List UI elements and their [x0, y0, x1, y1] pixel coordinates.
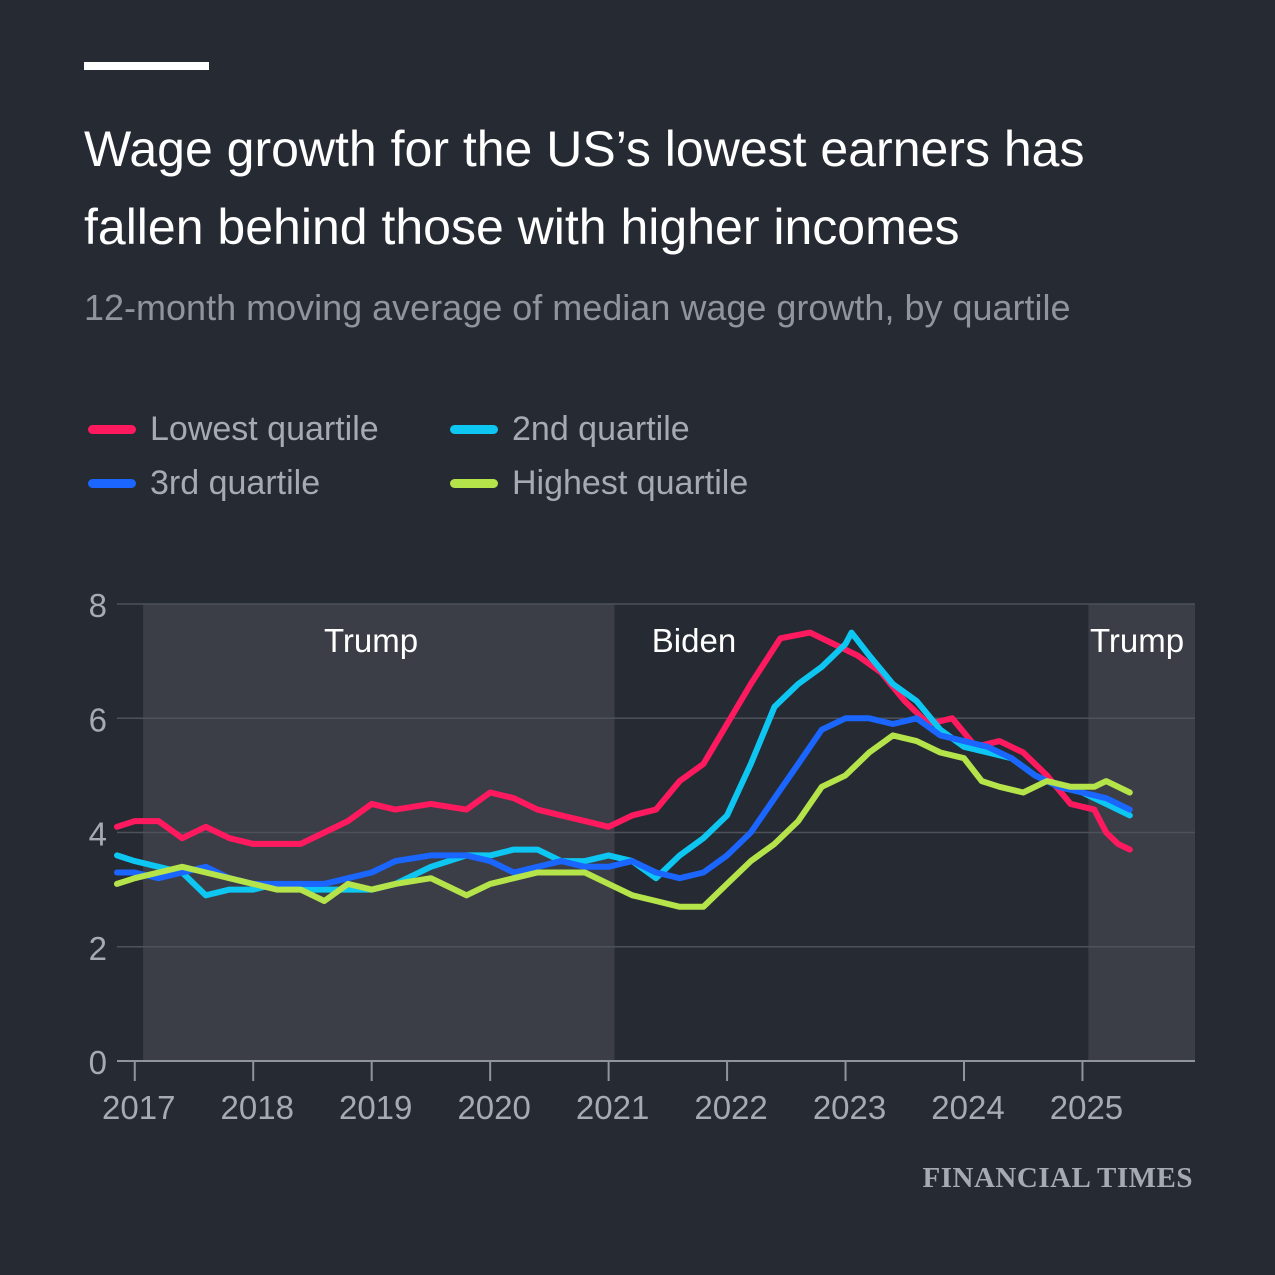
x-tick-label: 2025 — [1050, 1089, 1123, 1126]
top-rule — [84, 62, 209, 70]
period-label: Trump — [324, 622, 418, 659]
legend-label-highest: Highest quartile — [512, 464, 749, 502]
series-line-3 — [114, 732, 1133, 910]
legend-label-3rd: 3rd quartile — [150, 464, 321, 502]
legend-swatch-highest — [450, 479, 498, 488]
period-label: Trump — [1090, 622, 1184, 659]
y-tick-label: 0 — [89, 1044, 107, 1081]
legend-item-3rd: 3rd quartile — [88, 464, 320, 503]
x-tick-label: 2018 — [221, 1089, 294, 1126]
chart-title: Wage growth for the US’s lowest earners … — [84, 121, 1085, 255]
x-tick-label: 2020 — [457, 1089, 530, 1126]
x-tick-label: 2023 — [813, 1089, 886, 1126]
legend-item-2nd: 2nd quartile — [450, 410, 690, 449]
x-tick-label: 2019 — [339, 1089, 412, 1126]
x-tick-label: 2022 — [694, 1089, 767, 1126]
y-tick-label: 4 — [89, 816, 107, 853]
legend-label-lowest: Lowest quartile — [150, 410, 379, 448]
legend: Lowest quartile 2nd quartile 3rd quartil… — [88, 410, 848, 520]
x-tick-label: 2024 — [931, 1089, 1004, 1126]
chart-subtitle: 12-month moving average of median wage g… — [84, 287, 1071, 328]
period-label: Biden — [652, 622, 736, 659]
legend-item-highest: Highest quartile — [450, 464, 748, 503]
x-tick-label: 2021 — [576, 1089, 649, 1126]
y-tick-label: 6 — [89, 701, 107, 738]
brand-wordmark: FINANCIAL TIMES — [922, 1162, 1193, 1194]
y-tick-label: 8 — [89, 587, 107, 624]
legend-swatch-lowest — [88, 425, 136, 434]
series-line-0 — [114, 629, 1133, 853]
x-tick-label: 2017 — [102, 1089, 175, 1126]
series-line-2 — [114, 715, 1133, 887]
legend-swatch-2nd — [450, 425, 498, 434]
legend-swatch-3rd — [88, 479, 136, 488]
legend-item-lowest: Lowest quartile — [88, 410, 379, 449]
y-tick-label: 2 — [89, 930, 107, 967]
legend-label-2nd: 2nd quartile — [512, 410, 690, 448]
